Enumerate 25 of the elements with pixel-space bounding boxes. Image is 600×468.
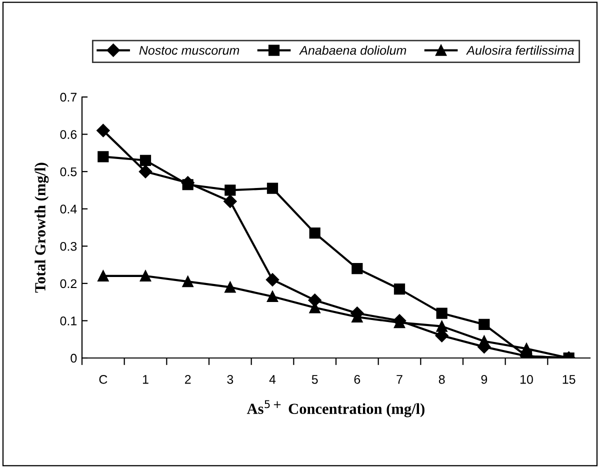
y-tick-label: 0.7	[60, 92, 77, 102]
x-tick-label: 15	[562, 375, 576, 384]
y-tick-label: 0.1	[60, 316, 77, 326]
y-tick-label: 0	[70, 354, 77, 363]
x-axis-title: As$^{5+}$ Concentration (mg/l)	[246, 400, 424, 418]
x-tick-label: 1	[142, 375, 148, 384]
y-tick-label: 0.2	[60, 279, 77, 288]
x-tick-label: 8	[438, 374, 445, 384]
y-tick-label: 0.5	[60, 167, 77, 176]
x-tick-label: 6	[354, 374, 360, 384]
legend-label: Aulosira fertilissima	[466, 46, 574, 55]
y-tick-label: 0.4	[60, 204, 77, 214]
x-tick-label: 3	[227, 374, 234, 384]
y-tick-label: 0.3	[60, 242, 77, 251]
y-axis-title: Total Growth (mg/l)	[34, 162, 49, 293]
legend-label: Anabaena doliolum	[299, 46, 406, 55]
x-tick-label: C	[99, 374, 108, 384]
x-tick-label: 5	[312, 375, 318, 384]
x-tick-label: 2	[184, 374, 191, 384]
x-tick-label: 10	[520, 374, 533, 384]
x-tick-label: 9	[481, 374, 488, 384]
legend-label: Nostoc muscorum	[139, 46, 240, 55]
y-tick-label: 0.6	[60, 130, 77, 139]
x-tick-label: 4	[269, 375, 276, 384]
x-tick-label: 7	[396, 375, 402, 384]
